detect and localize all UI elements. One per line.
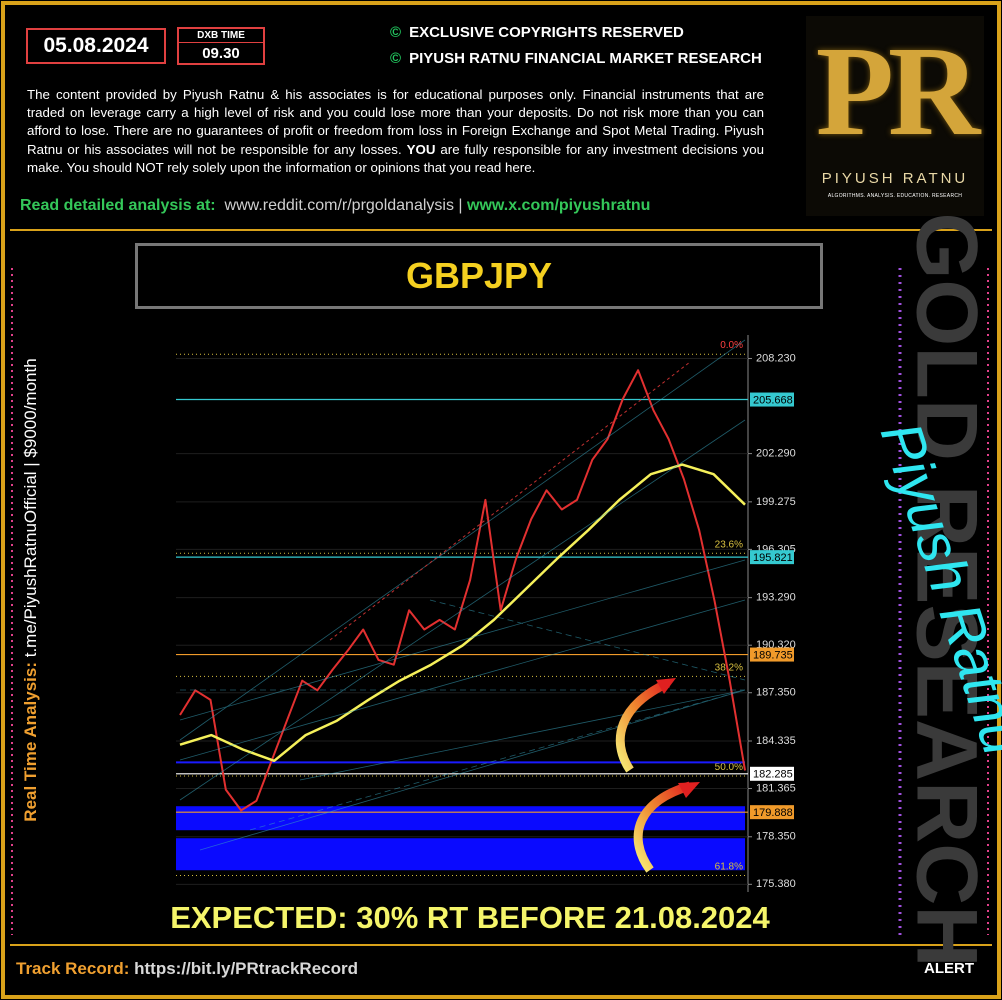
side-link: t.me/PiyushRatnuOfficial | $9000/month xyxy=(21,358,40,658)
watermark: GOLD RESEARCH xyxy=(898,213,994,968)
fib-label: 38.2% xyxy=(715,662,743,673)
level-label: 179.888 xyxy=(753,807,793,819)
disclaimer-text: The content provided by Piyush Ratnu & h… xyxy=(27,87,764,157)
level-box xyxy=(750,647,794,662)
logo: PR PIYUSH RATNU ALGORITHMS. ANALYSIS. ED… xyxy=(806,16,984,216)
disclaimer-text: are fully responsible for any investment… xyxy=(27,141,764,175)
series-line xyxy=(179,369,746,812)
track-link[interactable]: https://bit.ly/PRtrackRecord xyxy=(134,959,358,978)
red-trendline xyxy=(329,361,691,641)
time: 09.30 xyxy=(202,45,240,62)
time-label: DXB TIME xyxy=(179,29,263,43)
arrow-head-1 xyxy=(656,678,676,694)
disclaimer-emphasis: YOU xyxy=(406,141,436,157)
fib-label: 0.0% xyxy=(720,340,743,351)
arrow-up-2 xyxy=(633,781,692,873)
x-link[interactable]: www.x.com/piyushratnu xyxy=(467,197,651,214)
level-label: 182.285 xyxy=(753,769,793,781)
side-text: Real Time Analysis: t.me/PiyushRatnuOffi… xyxy=(21,310,41,870)
arrow-head-2 xyxy=(678,782,700,798)
copyright-line: © PIYUSH RATNU FINANCIAL MARKET RESEARCH xyxy=(390,50,762,67)
alert: ALERT xyxy=(924,960,974,977)
level-label: 195.821 xyxy=(753,552,793,564)
y-tick-label: 193.290 xyxy=(756,592,796,604)
separator: | xyxy=(458,197,463,214)
y-tick-label: 181.365 xyxy=(756,782,796,794)
links: Read detailed analysis at: www.reddit.co… xyxy=(20,197,650,215)
track-record: Track Record: https://bit.ly/PRtrackReco… xyxy=(16,959,358,979)
reddit-link[interactable]: www.reddit.com/r/prgoldanalysis xyxy=(224,197,454,214)
copyright-line: © EXCLUSIVE COPYRIGHTS RESERVED xyxy=(390,24,684,41)
trendlines xyxy=(179,339,746,851)
date: 05.08.2024 xyxy=(26,28,166,64)
links-label: Read detailed analysis at: xyxy=(20,197,216,214)
arrow-up-1 xyxy=(615,678,670,773)
zone xyxy=(176,838,745,871)
y-tick-label: 208.230 xyxy=(756,352,796,364)
time-box: DXB TIME 09.30 xyxy=(177,27,265,65)
copyright-symbol: © xyxy=(390,50,402,67)
copyright-text: PIYUSH RATNU FINANCIAL MARKET RESEARCH xyxy=(409,50,762,67)
y-tick-label: 184.335 xyxy=(756,735,796,747)
chart-title: GBPJPY xyxy=(135,243,823,309)
disclaimer: The content provided by Piyush Ratnu & h… xyxy=(27,86,764,177)
plot-area: 208.230202.290199.275196.305193.290190.3… xyxy=(176,335,796,892)
y-tick-label: 175.380 xyxy=(756,878,796,890)
level-label: 189.735 xyxy=(753,649,793,661)
logo-name: PIYUSH RATNU xyxy=(821,170,969,187)
logo-tagline: ALGORITHMS. ANALYSIS. EDUCATION. RESEARC… xyxy=(827,193,963,199)
track-label: Track Record: xyxy=(16,959,130,978)
series-line xyxy=(179,463,746,763)
level-box xyxy=(750,550,794,565)
fib-label: 61.8% xyxy=(715,861,743,872)
level-box xyxy=(750,766,794,781)
side-label: Real Time Analysis: xyxy=(21,662,40,822)
level-label: 205.668 xyxy=(753,394,793,406)
fib-label: 23.6% xyxy=(715,539,743,550)
level-box xyxy=(750,805,794,820)
y-tick-label: 199.275 xyxy=(756,496,796,508)
copyright-text: EXCLUSIVE COPYRIGHTS RESERVED xyxy=(409,24,684,41)
y-tick-label: 187.350 xyxy=(756,687,796,699)
copyright-symbol: © xyxy=(390,24,402,41)
logo-letters: PR xyxy=(815,20,981,162)
fib-label: 50.0% xyxy=(715,762,743,773)
y-tick-label: 178.350 xyxy=(756,831,796,843)
expectation: EXPECTED: 30% RT BEFORE 21.08.2024 xyxy=(170,900,770,935)
level-box xyxy=(750,392,794,407)
y-tick-label: 202.290 xyxy=(756,448,796,460)
